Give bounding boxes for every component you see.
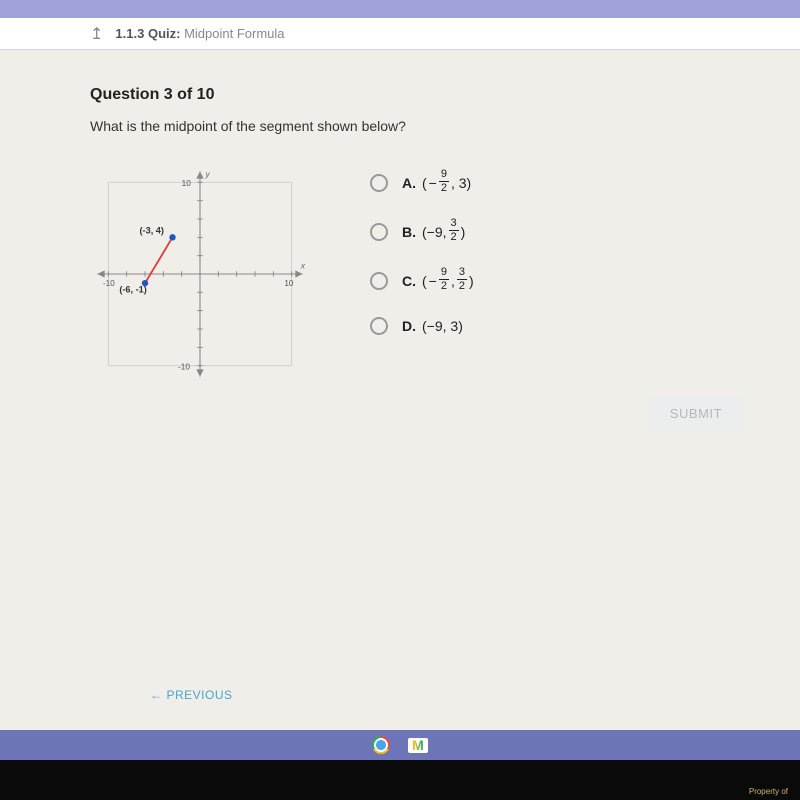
quiz-title: Midpoint Formula xyxy=(184,26,284,41)
svg-text:(-6, -1): (-6, -1) xyxy=(119,284,146,294)
back-icon[interactable]: ↥ xyxy=(90,24,103,44)
radio-icon[interactable] xyxy=(370,174,388,192)
chrome-icon[interactable] xyxy=(372,736,390,754)
page-content: ↥ 1.1.3 Quiz: Midpoint Formula Question … xyxy=(0,18,800,730)
option-d[interactable]: D. (−9, 3) xyxy=(370,317,474,335)
svg-text:y: y xyxy=(205,170,211,179)
option-c[interactable]: C. (− 92 , 32 ) xyxy=(370,268,474,293)
radio-icon[interactable] xyxy=(370,317,388,335)
submit-button[interactable]: SUBMIT xyxy=(648,396,744,431)
option-a-text: A. (− 92 , 3) xyxy=(402,170,471,195)
arrow-left-icon: ← xyxy=(150,688,163,702)
option-c-text: C. (− 92 , 32 ) xyxy=(402,268,474,293)
quiz-code: 1.1.3 xyxy=(115,26,144,41)
svg-text:x: x xyxy=(300,262,306,271)
graph: 10 -10 -10 10 y x (-3, 4) (-6, -1) xyxy=(90,164,310,389)
svg-text:10: 10 xyxy=(284,279,294,288)
monitor-bezel: Property of xyxy=(0,760,800,800)
question-body: 10 -10 -10 10 y x (-3, 4) (-6, -1) xyxy=(90,164,800,389)
property-label: Property of xyxy=(749,787,788,796)
quiz-breadcrumb: 1.1.3 Quiz: Midpoint Formula xyxy=(115,26,284,41)
radio-icon[interactable] xyxy=(370,223,388,241)
previous-link[interactable]: ←PREVIOUS xyxy=(150,688,233,702)
question-heading: Question 3 of 10 xyxy=(90,86,800,104)
option-d-text: D. (−9, 3) xyxy=(402,318,463,334)
option-b[interactable]: B. (−9, 32 ) xyxy=(370,219,474,244)
option-a[interactable]: A. (− 92 , 3) xyxy=(370,170,474,195)
question-prompt: What is the midpoint of the segment show… xyxy=(90,118,800,134)
quiz-header: ↥ 1.1.3 Quiz: Midpoint Formula xyxy=(0,18,800,50)
monitor-frame: ↥ 1.1.3 Quiz: Midpoint Formula Question … xyxy=(0,0,800,800)
svg-text:10: 10 xyxy=(182,179,192,188)
question-area: Question 3 of 10 What is the midpoint of… xyxy=(0,50,800,730)
answer-options: A. (− 92 , 3) B. (−9, 32 ) xyxy=(370,164,474,335)
quiz-label: Quiz: xyxy=(148,26,181,41)
svg-text:(-3, 4): (-3, 4) xyxy=(140,226,164,236)
browser-top-bar xyxy=(0,0,800,18)
option-b-text: B. (−9, 32 ) xyxy=(402,219,465,244)
taskbar xyxy=(0,730,800,760)
radio-icon[interactable] xyxy=(370,272,388,290)
gmail-icon[interactable] xyxy=(408,738,428,753)
svg-text:-10: -10 xyxy=(178,362,190,371)
svg-text:-10: -10 xyxy=(103,279,115,288)
